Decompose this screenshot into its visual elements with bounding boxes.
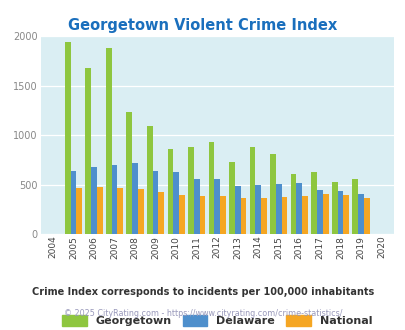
Bar: [363, 198, 369, 234]
Legend: Georgetown, Delaware, National: Georgetown, Delaware, National: [62, 315, 371, 326]
Bar: [249, 147, 255, 234]
Bar: [138, 189, 143, 234]
Bar: [357, 194, 363, 234]
Bar: [322, 194, 328, 234]
Bar: [188, 147, 193, 234]
Bar: [179, 195, 184, 234]
Bar: [65, 42, 70, 234]
Bar: [331, 182, 337, 234]
Bar: [269, 154, 275, 234]
Bar: [343, 195, 348, 234]
Bar: [199, 196, 205, 234]
Bar: [208, 142, 214, 234]
Bar: [97, 187, 102, 234]
Bar: [316, 190, 322, 234]
Bar: [91, 167, 97, 234]
Text: Crime Index corresponds to incidents per 100,000 inhabitants: Crime Index corresponds to incidents per…: [32, 287, 373, 297]
Bar: [281, 197, 287, 234]
Bar: [214, 180, 220, 234]
Bar: [152, 171, 158, 234]
Bar: [296, 183, 301, 234]
Bar: [111, 165, 117, 234]
Bar: [167, 148, 173, 234]
Bar: [352, 179, 357, 234]
Bar: [337, 191, 343, 234]
Bar: [220, 196, 225, 234]
Bar: [311, 172, 316, 234]
Bar: [85, 68, 91, 234]
Bar: [106, 48, 111, 234]
Bar: [240, 198, 246, 234]
Bar: [76, 188, 82, 234]
Bar: [301, 196, 307, 234]
Bar: [126, 112, 132, 234]
Text: Georgetown Violent Crime Index: Georgetown Violent Crime Index: [68, 18, 337, 33]
Bar: [132, 163, 138, 234]
Bar: [173, 172, 179, 234]
Bar: [117, 188, 123, 234]
Bar: [70, 172, 76, 234]
Text: © 2025 CityRating.com - https://www.cityrating.com/crime-statistics/: © 2025 CityRating.com - https://www.city…: [64, 309, 341, 318]
Bar: [255, 185, 260, 234]
Bar: [260, 198, 266, 234]
Bar: [228, 162, 234, 234]
Bar: [158, 192, 164, 234]
Bar: [234, 186, 240, 234]
Bar: [275, 184, 281, 234]
Bar: [147, 126, 152, 234]
Bar: [290, 174, 296, 234]
Bar: [193, 180, 199, 234]
